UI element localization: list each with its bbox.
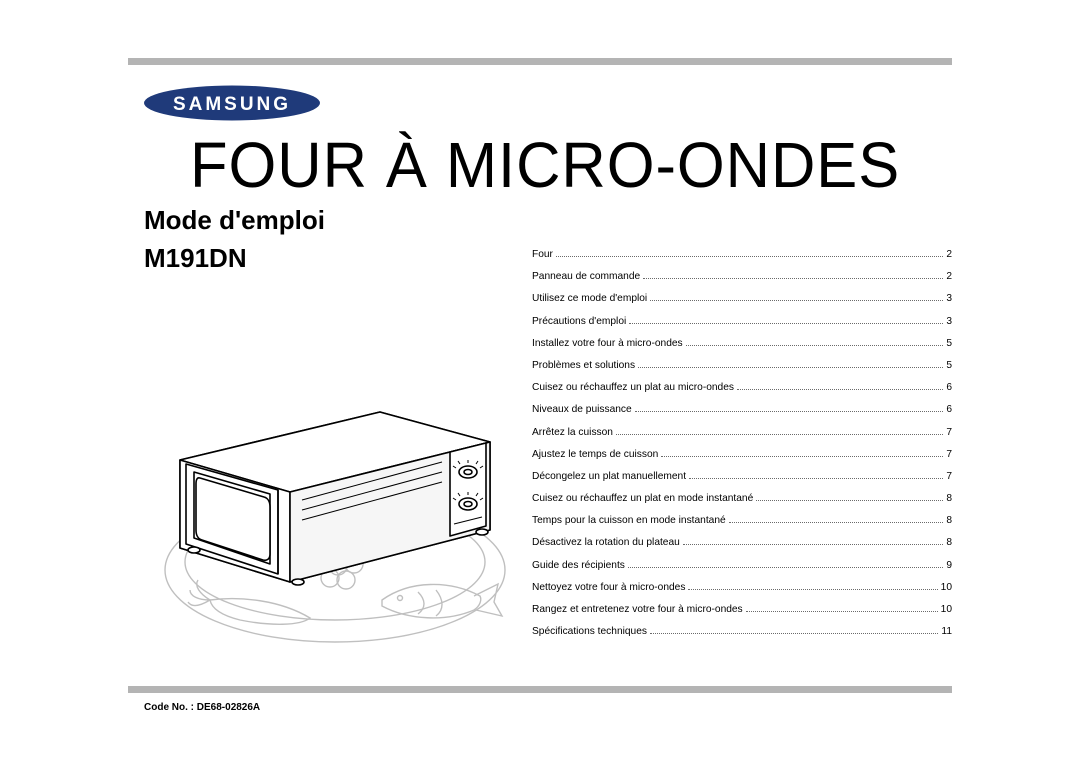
toc-row: Niveaux de puissance 6 (532, 404, 952, 426)
toc-page-number: 7 (946, 449, 952, 460)
decorative-bar-bottom (128, 686, 952, 693)
toc-label: Four (532, 249, 553, 260)
toc-page-number: 7 (946, 427, 952, 438)
code-label: Code No. : (144, 702, 197, 713)
toc-page-number: 6 (946, 404, 952, 415)
toc-row: Rangez et entretenez votre four à micro-… (532, 604, 952, 626)
samsung-logo: SAMSUNG (142, 84, 322, 127)
toc-leader-dots (643, 278, 943, 279)
toc-label: Arrêtez la cuisson (532, 427, 613, 438)
toc-row: Cuisez ou réchauffez un plat au micro-on… (532, 382, 952, 404)
toc-page-number: 8 (946, 537, 952, 548)
toc-row: Précautions d'emploi 3 (532, 316, 952, 338)
toc-page-number: 9 (946, 560, 952, 571)
toc-page-number: 6 (946, 382, 952, 393)
toc-row: Ajustez le temps de cuisson 7 (532, 449, 952, 471)
toc-leader-dots (635, 411, 944, 412)
toc-label: Problèmes et solutions (532, 360, 635, 371)
toc-page-number: 3 (946, 316, 952, 327)
toc-leader-dots (729, 522, 944, 523)
toc-leader-dots (556, 256, 943, 257)
toc-label: Cuisez ou réchauffez un plat en mode ins… (532, 493, 753, 504)
toc-page-number: 7 (946, 471, 952, 482)
decorative-bar-top (128, 58, 952, 65)
toc-label: Niveaux de puissance (532, 404, 632, 415)
toc-label: Guide des récipients (532, 560, 625, 571)
toc-row: Utilisez ce mode d'emploi 3 (532, 293, 952, 315)
toc-row: Panneau de commande 2 (532, 271, 952, 293)
toc-leader-dots (683, 544, 944, 545)
toc-leader-dots (638, 367, 943, 368)
toc-leader-dots (756, 500, 943, 501)
toc-leader-dots (686, 345, 944, 346)
toc-label: Cuisez ou réchauffez un plat au micro-on… (532, 382, 734, 393)
toc-page-number: 8 (946, 493, 952, 504)
toc-row: Installez votre four à micro-ondes 5 (532, 338, 952, 360)
toc-label: Panneau de commande (532, 271, 640, 282)
toc-label: Temps pour la cuisson en mode instantané (532, 515, 726, 526)
toc-row: Spécifications techniques 11 (532, 626, 952, 648)
toc-label: Spécifications techniques (532, 626, 647, 637)
toc-leader-dots (616, 434, 943, 435)
toc-row: Guide des récipients 9 (532, 560, 952, 582)
document-subtitle: Mode d'emploi (144, 205, 325, 236)
toc-page-number: 3 (946, 293, 952, 304)
model-number: M191DN (144, 243, 247, 274)
toc-leader-dots (628, 567, 943, 568)
toc-leader-dots (746, 611, 938, 612)
toc-label: Rangez et entretenez votre four à micro-… (532, 604, 743, 615)
toc-label: Installez votre four à micro-ondes (532, 338, 683, 349)
toc-row: Arrêtez la cuisson 7 (532, 427, 952, 449)
table-of-contents: Four 2 Panneau de commande 2 Utilisez ce mod… (532, 249, 952, 648)
toc-page-number: 10 (941, 604, 952, 615)
toc-row: Décongelez un plat manuellement 7 (532, 471, 952, 493)
toc-label: Décongelez un plat manuellement (532, 471, 686, 482)
toc-page-number: 8 (946, 515, 952, 526)
toc-page-number: 10 (941, 582, 952, 593)
code-value: DE68-02826A (197, 702, 260, 713)
toc-page-number: 2 (946, 271, 952, 282)
toc-row: Four 2 (532, 249, 952, 271)
product-illustration (150, 300, 520, 670)
document-title: FOUR À MICRO-ONDES (190, 128, 900, 202)
toc-leader-dots (737, 389, 943, 390)
toc-label: Désactivez la rotation du plateau (532, 537, 680, 548)
toc-page-number: 2 (946, 249, 952, 260)
toc-row: Nettoyez votre four à micro-ondes 10 (532, 582, 952, 604)
toc-label: Ajustez le temps de cuisson (532, 449, 658, 460)
toc-page-number: 5 (946, 360, 952, 371)
toc-row: Cuisez ou réchauffez un plat en mode ins… (532, 493, 952, 515)
toc-row: Temps pour la cuisson en mode instantané… (532, 515, 952, 537)
toc-leader-dots (629, 323, 943, 324)
toc-page-number: 11 (941, 626, 952, 637)
manual-cover-page: SAMSUNG FOUR À MICRO-ONDES Mode d'emploi… (0, 0, 1080, 763)
toc-label: Précautions d'emploi (532, 316, 626, 327)
toc-label: Nettoyez votre four à micro-ondes (532, 582, 685, 593)
toc-page-number: 5 (946, 338, 952, 349)
toc-row: Désactivez la rotation du plateau 8 (532, 537, 952, 559)
toc-leader-dots (650, 300, 943, 301)
brand-text: SAMSUNG (173, 94, 291, 115)
toc-row: Problèmes et solutions 5 (532, 360, 952, 382)
code-number: Code No. : DE68-02826A (144, 702, 260, 713)
toc-label: Utilisez ce mode d'emploi (532, 293, 647, 304)
toc-leader-dots (650, 633, 938, 634)
toc-leader-dots (688, 589, 937, 590)
toc-leader-dots (689, 478, 943, 479)
toc-leader-dots (661, 456, 943, 457)
